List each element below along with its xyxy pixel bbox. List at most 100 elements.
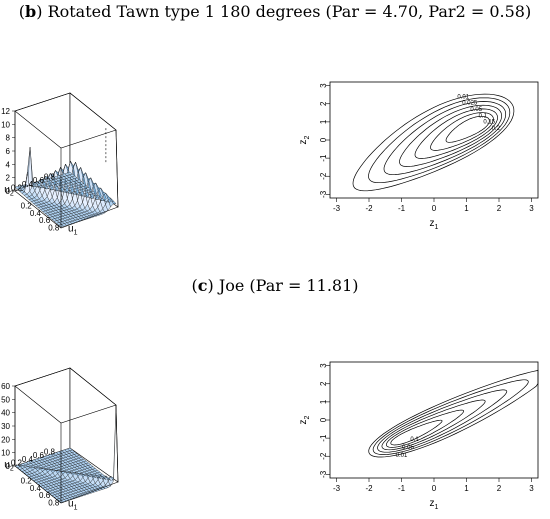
u2-tick-label: 0.6	[33, 176, 45, 185]
contour-line	[352, 93, 515, 192]
u1-tick-label: 0.8	[48, 499, 60, 508]
y-tick-label: -3	[319, 190, 328, 198]
z-tick-label: 60	[1, 382, 10, 391]
z1-axis-subscript: 1	[435, 224, 439, 231]
z-tick-label: 30	[1, 422, 10, 431]
y-tick-label: 2	[319, 381, 328, 386]
u1-tick-label: 0.8	[48, 224, 60, 233]
z-tick-label: 20	[1, 435, 10, 444]
u2-axis-subscript: 2	[10, 191, 14, 198]
x-tick-label: -2	[365, 204, 373, 213]
x-tick-label: 2	[497, 484, 502, 493]
contour-level-label: 0.05	[402, 445, 414, 451]
contour-level-label: 0.01	[396, 453, 408, 459]
contour-line	[430, 112, 494, 151]
panel-c-title: Joe (Par = 11.81)	[218, 276, 359, 295]
y-tick-label: -1	[319, 154, 328, 162]
z1-axis-label: z1	[430, 218, 439, 231]
u1-tick-label: 0.6	[39, 216, 51, 225]
z-tick-label: 0	[6, 187, 11, 196]
u1-tick-label: 0.2	[21, 476, 33, 485]
x-tick-label: -1	[398, 204, 406, 213]
contour-line	[390, 419, 443, 446]
y-tick-label: 2	[319, 101, 328, 106]
x-tick-label: 2	[497, 204, 502, 213]
x-tick-label: 0	[432, 204, 437, 213]
contour-line	[381, 399, 486, 451]
contour-plot-b: -3 -2 -1 0 1 2 3-3-2-10123z1z20.010.0250.050.1…	[298, 81, 539, 231]
u1-axis-subscript: 1	[74, 230, 78, 237]
x-tick-label: 1	[464, 204, 469, 213]
u1-axis-label: u1	[68, 499, 78, 512]
contour-level-label: 0.01	[457, 94, 469, 100]
u2-axis-subscript: 2	[10, 466, 14, 473]
z-tick-label: 50	[1, 395, 10, 404]
u1-tick-label: 0.4	[30, 209, 42, 218]
contour-line	[445, 115, 490, 143]
z-tick-label: 12	[1, 107, 10, 116]
surface-facet	[14, 186, 21, 190]
y-tick-label: -3	[319, 470, 328, 478]
contour-line	[386, 409, 465, 448]
y-tick-label: 1	[319, 119, 328, 124]
u2-tick-label: 0.6	[33, 451, 45, 460]
u2-tick-label: 0.2	[11, 458, 23, 467]
u2-tick-label: 0.8	[44, 173, 56, 182]
z-tick-label: 2	[6, 174, 11, 183]
u1-tick-label: 0.6	[39, 491, 51, 500]
contour-level-label: 0.2	[492, 126, 501, 132]
box-top	[14, 92, 117, 149]
u2-tick-label: 0.8	[44, 448, 56, 457]
x-tick-label: -2	[365, 484, 373, 493]
contour-line	[383, 101, 507, 176]
y-tick-label: 0	[319, 417, 328, 422]
box-base	[14, 190, 119, 229]
u2-tick-label: 0.2	[11, 183, 23, 192]
contour-level-label: 0.15	[483, 120, 495, 126]
contour-line	[372, 379, 529, 455]
z-tick-label: 8	[6, 134, 11, 143]
u1-axis-label: u1	[68, 224, 78, 237]
box-edge	[115, 404, 119, 483]
contour-line	[368, 369, 539, 458]
z-tick-label: 40	[1, 409, 10, 418]
contour-line	[399, 104, 503, 167]
y-tick-label: -2	[319, 452, 328, 460]
x-tick-label: 3	[529, 484, 534, 493]
z2-axis-label: z2	[298, 135, 311, 144]
contour-level-label: 0.1	[479, 113, 488, 119]
z2-axis-subscript: 2	[304, 135, 311, 139]
u2-tick-label: 0.4	[22, 455, 34, 464]
box-top	[14, 367, 117, 424]
x-tick-label: -3	[333, 204, 341, 213]
x-tick-label: 3	[529, 204, 534, 213]
contour-level-label: 0.025	[462, 101, 478, 107]
z2-axis-subscript: 2	[304, 415, 311, 419]
z-tick-label: 6	[6, 147, 11, 156]
x-tick-label: -3	[333, 484, 341, 493]
y-tick-label: -1	[319, 434, 328, 442]
y-tick-label: 3	[319, 83, 328, 88]
z2-axis-label: z2	[298, 415, 311, 424]
x-tick-label: 1	[464, 484, 469, 493]
contour-plot-c: -3 -2 -1 0 1 2 3 -3 -2 -1 0 1 2 3 z1 z2 0.01 0.05 0.1	[298, 361, 539, 511]
contour-line	[414, 108, 498, 159]
contour-line	[368, 97, 511, 184]
u1-tick-label: 0.4	[30, 484, 42, 493]
y-tick-label: 3	[319, 363, 328, 368]
x-tick-label: -1	[398, 484, 406, 493]
box-base	[14, 465, 119, 504]
z-tick-label: 0	[6, 462, 11, 471]
z1-axis-subscript: 1	[435, 504, 439, 511]
contour-line	[377, 389, 508, 453]
panel-b-letter: b	[25, 2, 37, 21]
z1-axis-label: z1	[430, 498, 439, 511]
x-tick-label: 0	[432, 484, 437, 493]
panel-b-caption: (b) Rotated Tawn type 1 180 degrees (Par…	[18, 2, 532, 21]
y-tick-label: -2	[319, 172, 328, 180]
contour-level-label: 0.05	[470, 107, 482, 113]
y-tick-label: 0	[319, 137, 328, 142]
panel-b-title: Rotated Tawn type 1 180 degrees (Par = 4…	[47, 2, 532, 21]
